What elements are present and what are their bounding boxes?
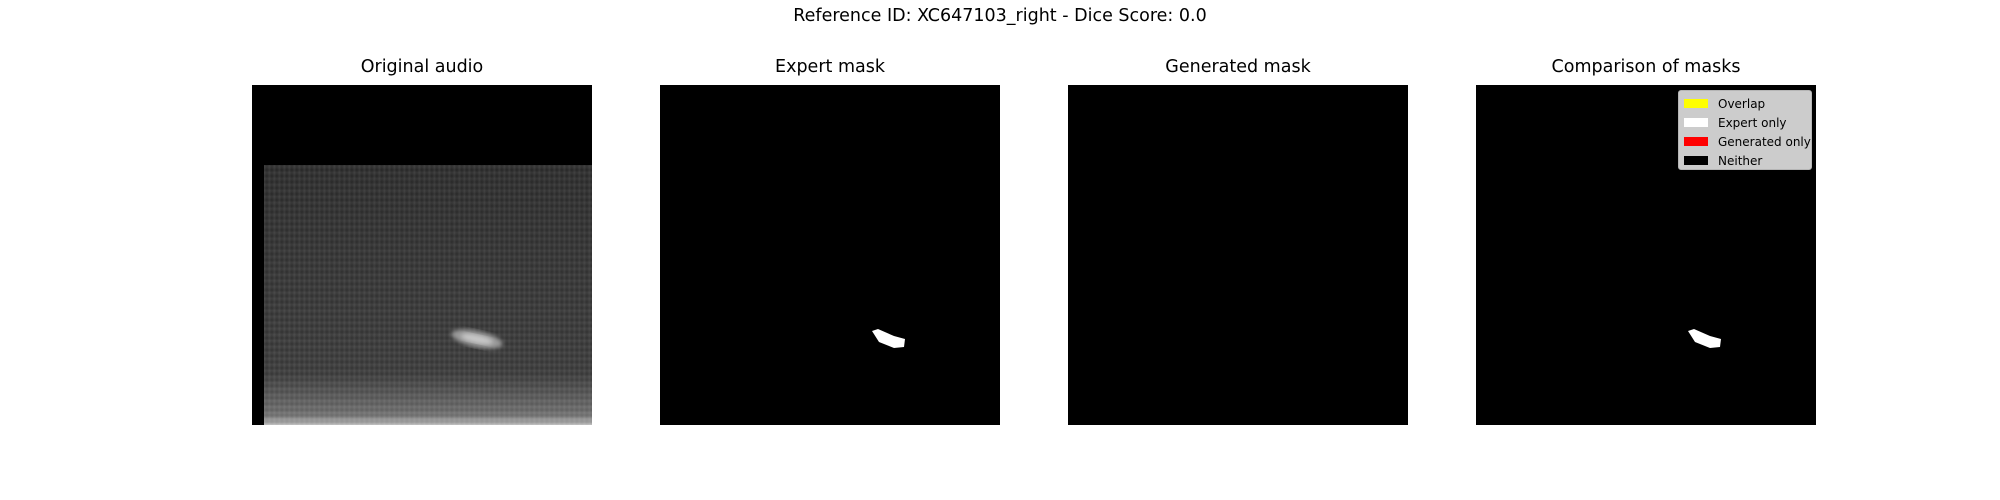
legend-label: Neither: [1718, 153, 1763, 168]
legend: Overlap Expert only Generated only Neith…: [1678, 90, 1812, 170]
spectrogram-image: [252, 85, 592, 425]
spectrogram-overlay: [451, 329, 503, 349]
legend-swatch: [1684, 99, 1708, 108]
expert-mask-image: [660, 85, 1000, 425]
legend-label: Generated only: [1718, 134, 1811, 149]
panel-title-original-audio: Original audio: [360, 57, 484, 77]
comparison-expert-only-region: [1688, 329, 1721, 348]
legend-swatch: [1684, 137, 1708, 146]
generated-mask-image: [1068, 85, 1408, 425]
spectrogram-texture: [264, 165, 592, 425]
panel-title-comparison: Comparison of masks: [1551, 57, 1741, 77]
legend-swatch: [1684, 156, 1708, 165]
expert-mask-svg: [872, 329, 905, 348]
legend-item-overlap: Overlap: [1679, 94, 1811, 113]
expert-mask-region: [872, 329, 905, 348]
panel-title-expert-mask: Expert mask: [775, 57, 885, 77]
legend-label: Overlap: [1718, 96, 1766, 111]
legend-label: Expert only: [1718, 115, 1787, 130]
legend-item-expert-only: Expert only: [1679, 113, 1811, 132]
comparison-mask-image: Overlap Expert only Generated only Neith…: [1476, 85, 1816, 425]
legend-swatch: [1684, 118, 1708, 127]
figure-title: Reference ID: XC647103_right - Dice Scor…: [793, 6, 1207, 26]
legend-item-generated-only: Generated only: [1679, 132, 1811, 151]
call-blob-core: [461, 333, 493, 345]
panel-title-generated-mask: Generated mask: [1165, 57, 1311, 77]
comparison-mask-svg: [1688, 329, 1721, 348]
legend-item-neither: Neither: [1679, 151, 1811, 170]
